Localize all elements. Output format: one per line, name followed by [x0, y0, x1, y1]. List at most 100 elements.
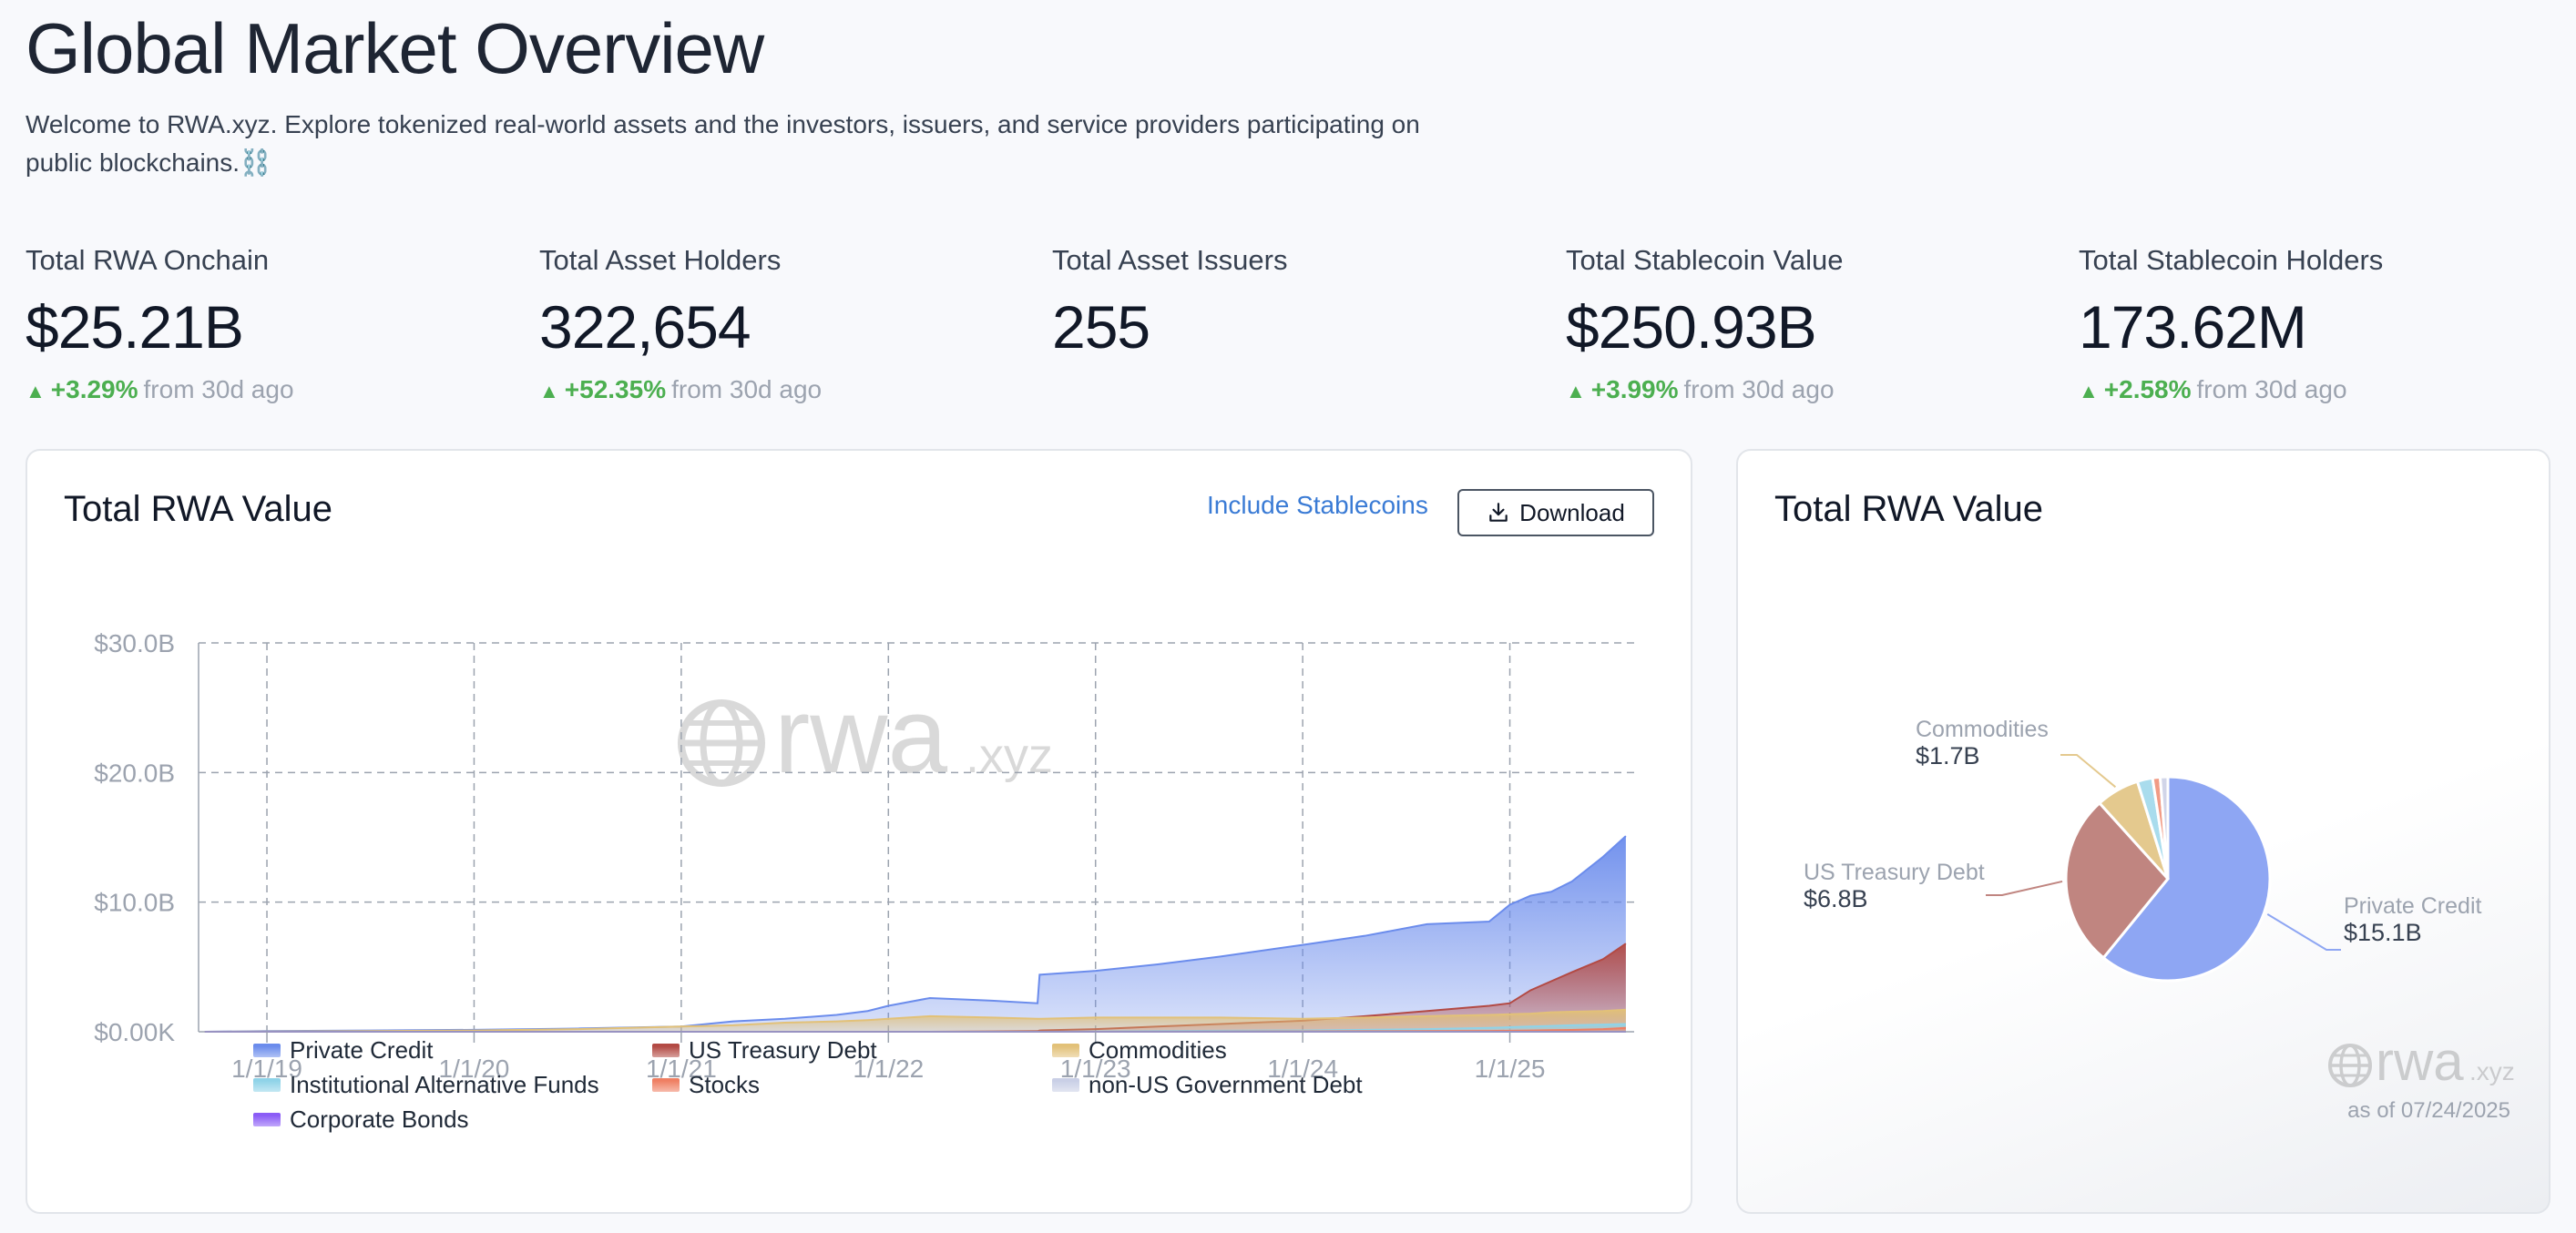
pie-slices [2064, 775, 2272, 983]
pie-slice-non-us-government-debt [2158, 775, 2170, 880]
download-label: Download [1519, 498, 1625, 526]
stat-change-suffix: from 30d ago [2196, 375, 2347, 403]
legend-label: Corporate Bonds [290, 1106, 469, 1133]
x-tick-label: 1/1/20 [439, 1055, 510, 1083]
pie-slice-label: Private Credit [2344, 893, 2481, 919]
stat-change-percent: +52.35% [564, 375, 667, 403]
legend-item[interactable]: Stocks [652, 1071, 760, 1099]
legend-item[interactable]: Corporate Bonds [253, 1106, 469, 1134]
stat-change: ▲ +3.29% from 30d ago [26, 372, 499, 410]
x-tick-label: 1/1/19 [231, 1055, 302, 1083]
stat-change-percent: +3.99% [1590, 375, 1679, 403]
page-intro: Welcome to RWA.xyz. Explore tokenized re… [26, 110, 1420, 177]
legend-swatch [253, 1113, 281, 1126]
watermark-suffix: .xyz [966, 729, 1053, 783]
stat-change-suffix: from 30d ago [143, 375, 294, 403]
page-title: Global Market Overview [26, 8, 764, 88]
x-tick-label: 1/1/24 [1267, 1055, 1338, 1083]
watermark-suffix: .xyz [2469, 1057, 2515, 1085]
pie-chart: Private Credit$15.1B US Treasury Debt$6.8… [1804, 717, 2515, 1123]
stat-change: ▲ +2.58% from 30d ago [2079, 372, 2552, 410]
area-series-private-credit [204, 836, 1626, 1032]
x-tick-label: 1/1/25 [1475, 1055, 1546, 1083]
pie-chart-title: Total RWA Value [1774, 489, 2043, 529]
stat-change: ▲ +3.99% from 30d ago [1566, 372, 2039, 410]
y-tick-label: $10.0B [94, 889, 175, 917]
legend-label: Institutional Alternative Funds [290, 1071, 599, 1098]
stat-value: 173.62M [2079, 293, 2307, 361]
x-tick-label: 1/1/23 [1060, 1055, 1131, 1083]
y-tick-label: $0.00K [94, 1018, 175, 1046]
pie-slice-us-treasury-debt [2064, 800, 2170, 960]
pie-slice-private-credit [2101, 775, 2272, 983]
pie-labels: Private Credit$15.1B US Treasury Debt$6.8… [1804, 717, 2481, 951]
legend-swatch [1052, 1044, 1079, 1057]
watermark-text: rwa [774, 676, 948, 796]
stat-value: $25.21B [26, 293, 244, 361]
legend-swatch [652, 1044, 680, 1057]
stat-total-asset-holders: Total Asset Holders 322,654 ▲ +52.35% from… [539, 239, 1013, 410]
stat-label: Total Asset Issuers [1052, 244, 1288, 276]
x-tick-label: 1/1/21 [646, 1055, 717, 1083]
as-of-date: as of 07/24/2025 [2347, 1098, 2510, 1123]
stat-label: Total Stablecoin Value [1566, 244, 1844, 276]
stat-total-rwa-onchain: Total RWA Onchain $25.21B ▲ +3.29% from 30… [26, 239, 499, 410]
pie-slice-label: Commodities [1916, 717, 2049, 742]
legend-label: Private Credit [290, 1036, 434, 1064]
x-tick-label: 1/1/22 [853, 1055, 924, 1083]
globe-icon [2328, 1044, 2372, 1087]
globe-icon [678, 699, 765, 787]
legend-item[interactable]: Institutional Alternative Funds [253, 1071, 599, 1099]
stat-total-stablecoin-holders: Total Stablecoin Holders 173.62M ▲ +2.58%… [2079, 239, 2552, 410]
stat-label: Total Asset Holders [539, 244, 782, 276]
pie-slice-value: $6.8B [1804, 885, 1868, 912]
pie-leader-line [2266, 913, 2341, 951]
up-arrow-icon: ▲ [1566, 380, 1586, 403]
legend-swatch [652, 1078, 680, 1092]
pie-chart-card: Total RWA Value Private Credit $15.1B US T… [1736, 449, 2550, 1214]
pie-leader-line [1986, 880, 2063, 896]
up-arrow-icon: ▲ [2079, 380, 2099, 403]
stat-label: Total Stablecoin Holders [2079, 244, 2384, 276]
legend-swatch [253, 1078, 281, 1092]
legend-swatch [253, 1044, 281, 1057]
y-tick-label: $30.0B [94, 629, 175, 657]
pie-slice-value: $1.7B [1916, 742, 1980, 769]
download-icon [1489, 503, 1508, 522]
y-tick-label: $20.0B [94, 759, 175, 787]
legend-item[interactable]: Commodities [1052, 1036, 1227, 1065]
area-series-commodities [204, 1009, 1626, 1032]
area-chart: rwa .xyz $0.00K $10.0B $20.0B $30.0B 1/1/19 1… [94, 629, 1634, 1083]
legend-label: Commodities [1089, 1036, 1227, 1064]
chart-areas [204, 835, 1627, 1033]
rwa-watermark: rwa .xyz [2328, 1031, 2515, 1092]
watermark-text: rwa [2376, 1031, 2464, 1092]
stat-label: Total RWA Onchain [26, 244, 270, 276]
legend-item[interactable]: non-US Government Debt [1052, 1071, 1363, 1099]
include-stablecoins-toggle[interactable]: Include Stablecoins [1207, 491, 1428, 519]
stat-change: ▲ +52.35% from 30d ago [539, 372, 1013, 410]
legend-label: non-US Government Debt [1089, 1071, 1363, 1098]
pie-leader-line [2060, 754, 2117, 789]
up-arrow-icon: ▲ [539, 380, 559, 403]
area-chart-title: Total RWA Value [64, 489, 332, 529]
legend-label: US Treasury Debt [689, 1036, 877, 1064]
area-chart-card: Total RWA Value Include Stablecoins Down… [26, 449, 1692, 1214]
area-series-line [204, 1008, 1626, 1033]
download-button[interactable]: Download [1457, 489, 1654, 536]
legend-item[interactable]: US Treasury Debt [652, 1036, 877, 1065]
pie-slice-label: US Treasury Debt [1804, 860, 1985, 885]
stat-change-suffix: from 30d ago [1683, 375, 1835, 403]
up-arrow-icon: ▲ [26, 380, 46, 403]
stat-value: $250.93B [1566, 293, 1817, 361]
legend-swatch [1052, 1078, 1079, 1092]
chart-axes: $0.00K $10.0B $20.0B $30.0B 1/1/19 1/1/20 1/1/… [94, 629, 1634, 1083]
legend-item[interactable]: Private Credit [253, 1036, 434, 1065]
stat-change-percent: +2.58% [2103, 375, 2192, 403]
stat-total-asset-issuers: Total Asset Issuers 255 [1052, 239, 1526, 368]
stat-total-stablecoin-value: Total Stablecoin Value $250.93B ▲ +3.99% f… [1566, 239, 2039, 410]
legend-label: Stocks [689, 1071, 761, 1098]
stat-value: 255 [1052, 293, 1150, 361]
rwa-watermark: rwa .xyz [678, 676, 1053, 796]
stats-row: Total RWA Onchain $25.21B ▲ +3.29% from 30… [26, 239, 2567, 412]
